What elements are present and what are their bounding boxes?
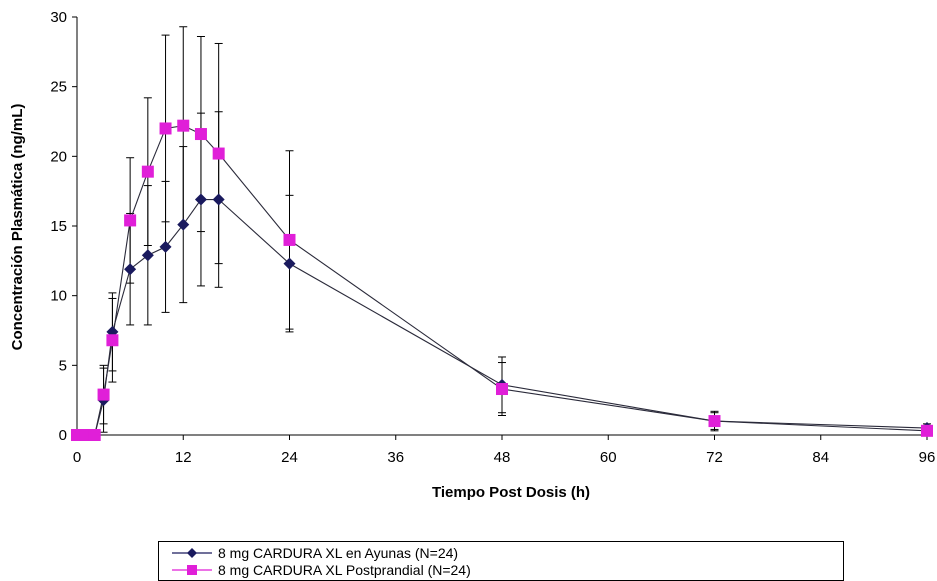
x-axis-title: Tiempo Post Dosis (h) — [432, 484, 590, 501]
diamond-marker — [141, 249, 154, 262]
square-marker — [106, 334, 119, 347]
x-tick-label: 72 — [706, 449, 723, 466]
legend-label-postprandial: 8 mg CARDURA XL Postprandial (N=24) — [218, 562, 471, 578]
chart: 0 5 10 15 20 25 30 0 12 24 36 48 60 72 84 96 Tiempo Pos… — [9, 9, 935, 501]
square-marker — [141, 165, 154, 178]
square-marker — [921, 424, 933, 437]
x-tick-label: 0 — [73, 449, 81, 466]
y-tick-label: 10 — [50, 288, 67, 305]
square-marker-icon — [170, 563, 214, 577]
legend-label-ayunas: 8 mg CARDURA XL en Ayunas (N=24) — [218, 545, 459, 561]
error-bars — [99, 26, 931, 435]
tick-labels: 0 5 10 15 20 25 30 0 12 24 36 48 60 72 84 96 — [50, 9, 935, 466]
axes — [72, 16, 928, 440]
square-marker — [88, 429, 101, 441]
square-marker — [159, 122, 172, 135]
x-tick-label: 84 — [812, 449, 829, 466]
y-tick-label: 20 — [50, 148, 67, 165]
square-marker — [283, 233, 296, 246]
y-tick-label: 0 — [59, 427, 67, 444]
square-marker — [177, 119, 190, 132]
legend-item-postprandial: 8 mg CARDURA XL Postprandial (N=24) — [170, 562, 471, 578]
x-tick-label: 36 — [387, 449, 404, 466]
y-tick-label: 15 — [50, 218, 67, 235]
x-tick-label: 48 — [494, 449, 511, 466]
x-tick-label: 60 — [600, 449, 617, 466]
x-tick-label: 96 — [919, 449, 936, 466]
x-tick-label: 12 — [175, 449, 192, 466]
square-marker — [708, 415, 721, 428]
diamond-marker — [212, 193, 225, 206]
y-tick-label: 30 — [50, 9, 67, 26]
diamond-marker — [194, 193, 207, 206]
square-marker — [194, 128, 207, 141]
diamond-marker — [177, 218, 190, 231]
diamond-marker — [159, 240, 172, 253]
y-axis-title: Concentración Plasmática (ng/mL) — [9, 104, 26, 351]
diamond-marker — [283, 257, 296, 270]
y-tick-label: 25 — [50, 79, 67, 96]
legend-item-ayunas: 8 mg CARDURA XL en Ayunas (N=24) — [170, 545, 458, 561]
diamond-marker-icon — [170, 546, 214, 560]
square-marker — [496, 383, 508, 396]
series-markers — [71, 119, 933, 441]
y-tick-label: 5 — [59, 357, 67, 374]
diamond-marker — [124, 263, 137, 276]
square-marker — [124, 214, 137, 227]
x-tick-label: 24 — [281, 449, 298, 466]
square-marker — [97, 388, 110, 401]
square-marker — [212, 147, 225, 160]
